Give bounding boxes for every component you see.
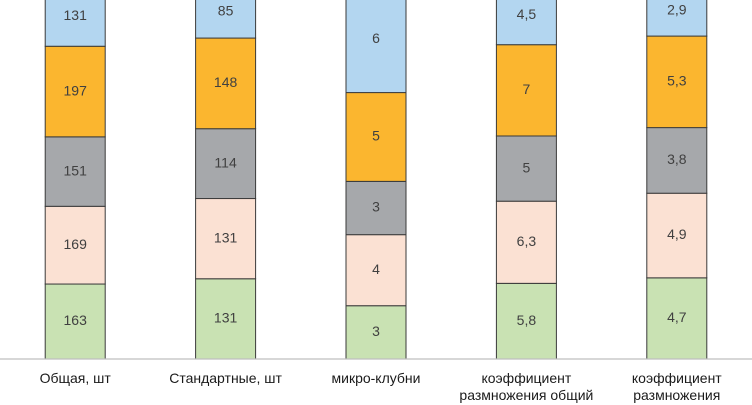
data-label-3-2: 4	[372, 261, 380, 277]
data-label-1-2: 169	[64, 236, 88, 252]
data-label-4-4: 7	[523, 81, 531, 97]
data-label-1-1: 163	[64, 312, 88, 328]
bar-segment-1-4	[44, 45, 106, 138]
category-label-5-line-2: размножения	[633, 387, 720, 403]
data-label-2-5: 85	[218, 3, 234, 19]
bar-segment-2-5	[195, 0, 257, 39]
data-label-5-4: 5,3	[667, 73, 687, 89]
category-label-3: микро-клубни	[332, 370, 421, 386]
bar-segment-5-3	[646, 127, 708, 194]
data-label-1-3: 151	[64, 162, 88, 178]
bar-segment-1-1	[44, 283, 106, 360]
data-label-4-2: 6,3	[517, 233, 537, 249]
bar-segment-1-2	[44, 205, 106, 285]
bar-segment-2-3	[195, 128, 257, 200]
data-label-4-5: 4,5	[517, 6, 537, 22]
data-label-5-1: 4,7	[667, 309, 687, 325]
data-label-1-4: 197	[64, 82, 88, 98]
bar-segment-5-5	[646, 0, 708, 37]
data-label-2-4: 148	[214, 74, 238, 90]
data-label-2-2: 131	[214, 229, 238, 245]
bar-segment-4-5	[495, 0, 557, 46]
data-label-4-3: 5	[523, 159, 531, 175]
data-label-2-3: 114	[214, 154, 237, 170]
data-label-3-3: 3	[372, 199, 380, 215]
data-label-2-1: 131	[214, 310, 238, 326]
data-label-4-1: 5,8	[517, 312, 537, 328]
bar-segment-5-2	[646, 192, 708, 279]
bar-segment-2-2	[195, 198, 257, 280]
bar-segment-1-5	[44, 0, 106, 47]
bar-segment-5-1	[646, 277, 708, 360]
data-label-5-3: 3,8	[667, 151, 687, 167]
bar-segment-3-4	[345, 92, 407, 182]
bar-segment-3-3	[345, 180, 407, 236]
bar-segment-2-4	[195, 37, 257, 130]
bar-segment-3-5	[345, 0, 407, 94]
category-label-4-line-2: размножения общий	[459, 387, 593, 403]
data-label-1-5: 131	[64, 7, 88, 23]
category-label-4-line-1: коэффициент	[481, 370, 571, 386]
bar-segment-3-2	[345, 234, 407, 307]
data-label-3-4: 5	[372, 128, 380, 144]
data-label-5-5: 2,9	[667, 2, 687, 18]
category-label-1: Общая, шт	[40, 370, 112, 386]
data-label-5-2: 4,9	[667, 226, 687, 242]
data-label-3-1: 3	[372, 323, 380, 339]
data-label-3-5: 6	[372, 30, 380, 46]
bar-segment-2-1	[195, 278, 257, 360]
bar-segment-5-4	[646, 35, 708, 129]
category-label-2: Стандартные, шт	[169, 370, 282, 386]
category-label-5-line-1: коэффициент	[632, 370, 722, 386]
